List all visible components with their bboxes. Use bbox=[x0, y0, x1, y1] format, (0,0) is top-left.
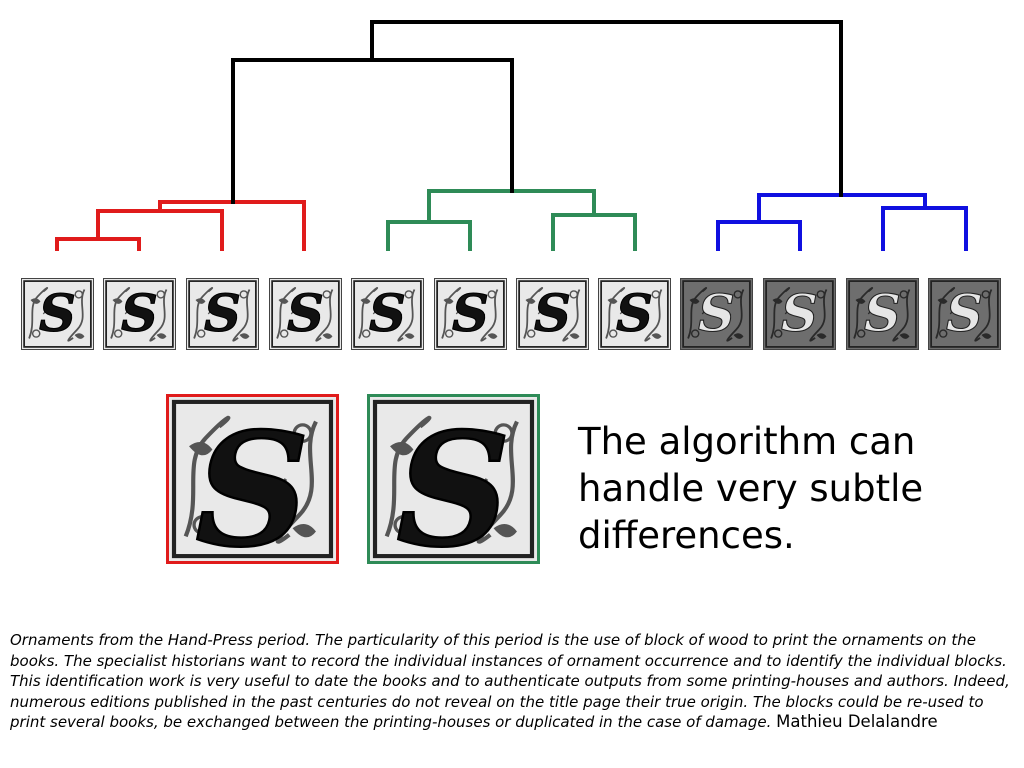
caption-text: Ornaments from the Hand-Press period. Th… bbox=[10, 631, 1010, 731]
dendrogram-cluster-1-link-1 bbox=[96, 209, 224, 251]
ornament-thumbnail: S bbox=[186, 278, 259, 350]
headline-text: The algorithm can handle very subtle dif… bbox=[578, 420, 924, 557]
ornament-thumbnail: S bbox=[21, 278, 94, 350]
svg-text:S: S bbox=[534, 283, 571, 343]
ornament-thumbnail: S bbox=[103, 278, 176, 350]
svg-text:S: S bbox=[39, 283, 76, 343]
ornament-thumbnail: S bbox=[928, 278, 1001, 350]
dendrogram-top-link-10 bbox=[370, 20, 843, 197]
dendrogram-cluster-2-link-3 bbox=[386, 220, 472, 251]
svg-text:S: S bbox=[864, 283, 901, 343]
svg-text:S: S bbox=[195, 399, 310, 561]
ornament-thumbnail: S bbox=[351, 278, 424, 350]
dendrogram-cluster-3-link-6 bbox=[716, 220, 802, 251]
ornament-thumbnail: S bbox=[434, 278, 507, 350]
svg-text:S: S bbox=[698, 283, 735, 343]
zoomed-ornament-cluster-2: S bbox=[367, 394, 540, 564]
svg-text:S: S bbox=[287, 283, 324, 343]
ornament-thumbnail: S bbox=[269, 278, 342, 350]
ornament-thumbnail: S bbox=[680, 278, 753, 350]
svg-text:S: S bbox=[781, 283, 818, 343]
svg-text:S: S bbox=[121, 283, 158, 343]
svg-text:S: S bbox=[204, 283, 241, 343]
dendrogram bbox=[55, 20, 968, 251]
svg-text:S: S bbox=[946, 283, 983, 343]
svg-text:S: S bbox=[396, 399, 511, 561]
ornament-thumbnail: S bbox=[763, 278, 836, 350]
zoomed-ornament-cluster-1: S bbox=[166, 394, 339, 564]
caption: Ornaments from the Hand-Press period. Th… bbox=[10, 630, 1014, 733]
dendrogram-cluster-3-link-7 bbox=[881, 206, 968, 251]
dendrogram-top-link-9 bbox=[231, 58, 514, 204]
dendrogram-cluster-2-link-5 bbox=[427, 189, 596, 224]
ornament-thumbnail: S bbox=[516, 278, 589, 350]
caption-author: Mathieu Delalandre bbox=[776, 712, 938, 731]
ornament-thumbnail: S bbox=[598, 278, 671, 350]
ornament-thumbnail: S bbox=[846, 278, 919, 350]
svg-text:S: S bbox=[616, 283, 653, 343]
dendrogram-cluster-2-link-4 bbox=[551, 213, 637, 251]
svg-text:S: S bbox=[452, 283, 489, 343]
svg-text:S: S bbox=[369, 283, 406, 343]
